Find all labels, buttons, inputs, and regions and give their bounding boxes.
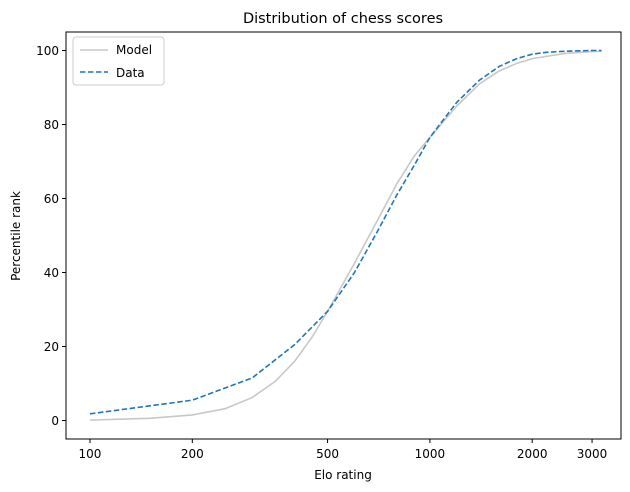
- y-tick-label: 80: [44, 118, 59, 132]
- x-tick-label: 2000: [517, 447, 548, 461]
- y-axis-label: Percentile rank: [9, 191, 23, 281]
- y-axis-ticks: 0 20 40 60 80 100: [36, 44, 66, 428]
- series-lines: [89, 49, 602, 421]
- x-axis-label: Elo rating: [314, 468, 372, 482]
- legend-label-model: Model: [116, 43, 152, 57]
- y-tick-label: 20: [44, 340, 59, 354]
- legend-frame: [72, 36, 165, 86]
- y-tick-label: 100: [36, 44, 59, 58]
- x-tick-label: 200: [181, 447, 204, 461]
- legend-label-data: Data: [116, 66, 145, 80]
- chart-title: Distribution of chess scores: [243, 11, 443, 27]
- x-tick-label: 3000: [577, 447, 608, 461]
- x-tick-label: 100: [79, 447, 102, 461]
- x-axis-ticks: 100 200 500 1000 2000 3000: [79, 439, 608, 461]
- plot-area: [65, 31, 622, 440]
- x-tick-label: 500: [316, 447, 339, 461]
- legend: Model Data: [72, 36, 165, 86]
- series-line-data: [89, 49, 602, 415]
- y-tick-label: 0: [51, 414, 59, 428]
- series-line-model: [89, 50, 602, 421]
- x-tick-label: 1000: [415, 447, 446, 461]
- y-tick-label: 40: [44, 266, 59, 280]
- y-tick-label: 60: [44, 192, 59, 206]
